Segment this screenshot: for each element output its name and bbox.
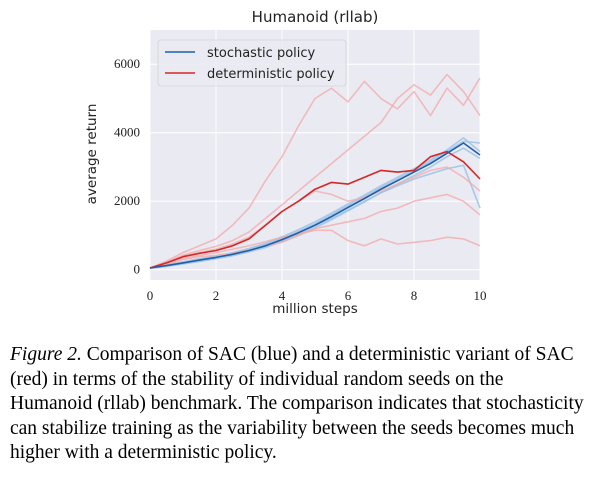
caption-label: Figure 2.	[10, 344, 82, 365]
x-tick-label: 0	[147, 288, 154, 303]
x-tick-label: 8	[411, 288, 418, 303]
legend-label-deterministic: deterministic policy	[207, 67, 335, 82]
x-tick-label: 2	[213, 288, 220, 303]
x-axis-label: million steps	[272, 301, 358, 317]
y-tick-label: 6000	[114, 56, 140, 71]
y-tick-label: 2000	[114, 193, 140, 208]
legend: stochastic policy deterministic policy	[158, 40, 346, 86]
caption-text: Comparison of SAC (blue) and a determini…	[10, 344, 584, 463]
y-tick-label: 4000	[114, 125, 140, 140]
figure-caption: Figure 2. Comparison of SAC (blue) and a…	[10, 343, 588, 466]
chart-title: Humanoid (rllab)	[252, 8, 379, 26]
legend-label-stochastic: stochastic policy	[207, 46, 316, 61]
y-tick-label: 0	[134, 262, 141, 277]
y-axis-label: average return	[84, 104, 100, 205]
x-tick-label: 10	[474, 288, 487, 303]
figure: 0 2 4 6 8 10 0 2000 4000 6000 Humanoid (rllab) mi…	[0, 0, 594, 330]
